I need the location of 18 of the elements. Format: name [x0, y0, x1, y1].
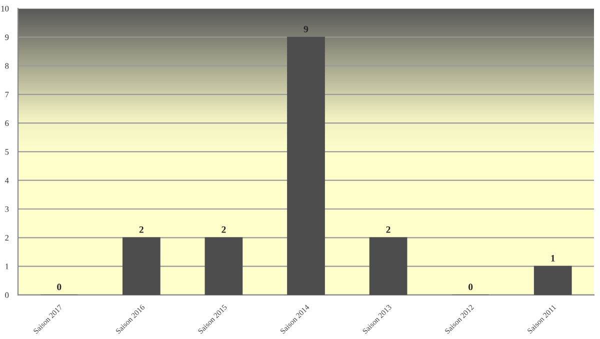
data-label: 2 [386, 226, 390, 233]
data-label: 9 [304, 26, 308, 32]
y-tick-label: 0 [5, 292, 9, 298]
data-label: 0 [468, 284, 473, 290]
y-tick-label: 7 [5, 92, 9, 98]
y-tick-label: 6 [5, 120, 9, 126]
y-tick-label: 10 [1, 6, 9, 12]
y-tick-label: 9 [5, 34, 9, 40]
y-tick-label: 1 [6, 264, 8, 270]
data-label: 1 [551, 255, 555, 262]
y-tick-label: 5 [5, 149, 9, 155]
y-tick-label: 2 [5, 235, 9, 241]
y-tick-label: 3 [5, 206, 9, 212]
data-label: 2 [222, 226, 226, 233]
y-tick-label: 4 [4, 178, 9, 184]
data-label: 2 [139, 226, 144, 233]
y-tick-label: 8 [5, 63, 9, 69]
data-label: 0 [57, 284, 62, 290]
